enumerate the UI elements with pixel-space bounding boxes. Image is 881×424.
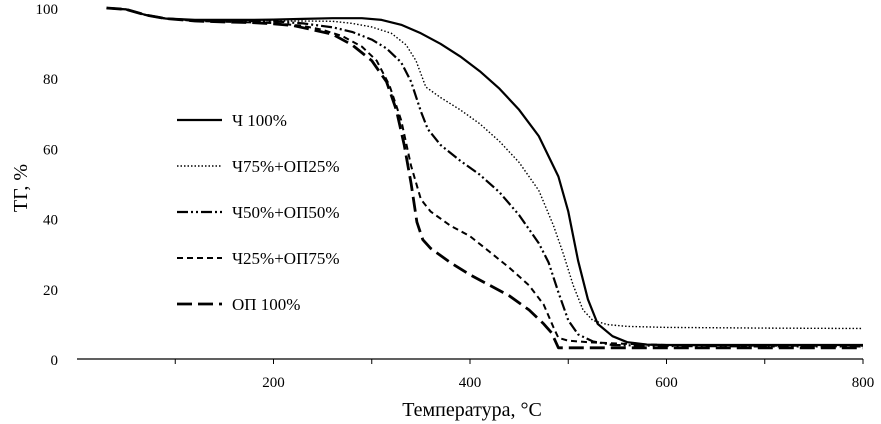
tick-labels: 200 400 600 800 0 20 40 60 80 100 bbox=[36, 2, 875, 391]
legend-label-4: Ч25%+ОП75% bbox=[232, 249, 340, 268]
y-axis-label: ТГ, % bbox=[10, 164, 32, 212]
legend-label-1: Ч 100% bbox=[232, 111, 287, 130]
series-line-5 bbox=[106, 6, 863, 350]
x-axis-label: Температура, °C bbox=[402, 399, 542, 421]
tick-marks bbox=[174, 359, 864, 364]
y-tick-label: 0 bbox=[51, 353, 59, 369]
series-group bbox=[106, 6, 864, 350]
series-line-3 bbox=[106, 6, 863, 348]
legend-label-2: Ч75%+ОП25% bbox=[232, 157, 340, 176]
legend-label-3: Ч50%+ОП50% bbox=[232, 203, 340, 222]
x-tick-label: 600 bbox=[655, 375, 678, 391]
y-tick-label: 100 bbox=[36, 2, 59, 18]
y-tick-label: 40 bbox=[43, 213, 58, 229]
y-tick-label: 80 bbox=[43, 72, 58, 88]
y-tick-label: 20 bbox=[43, 283, 58, 299]
series-line-4 bbox=[106, 7, 863, 347]
x-tick-label: 800 bbox=[852, 375, 875, 391]
series-line-2 bbox=[106, 7, 864, 330]
series-line-1 bbox=[106, 6, 863, 347]
x-tick-label: 400 bbox=[459, 375, 482, 391]
legend-label-5: ОП 100% bbox=[232, 295, 300, 314]
x-tick-label: 200 bbox=[262, 375, 285, 391]
legend: Ч 100% Ч75%+ОП25% Ч50%+ОП50% Ч25%+ОП75% ОП 1… bbox=[177, 111, 340, 314]
y-tick-label: 60 bbox=[43, 142, 58, 158]
